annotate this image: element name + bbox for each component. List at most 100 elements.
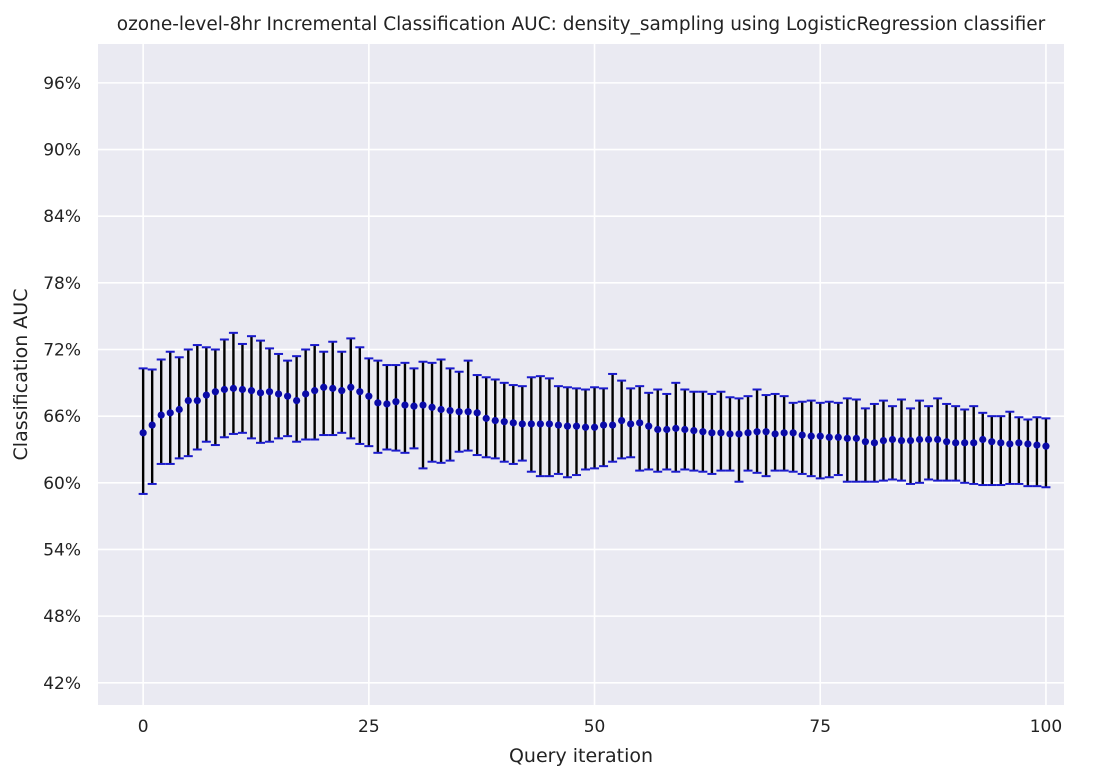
data-point <box>554 421 563 429</box>
y-tick-label: 78% <box>43 274 81 294</box>
data-point <box>202 391 210 399</box>
y-tick-label: 90% <box>43 141 81 161</box>
data-point <box>437 405 445 414</box>
data-point <box>934 435 942 444</box>
data-point <box>590 423 599 431</box>
data-point <box>157 411 165 419</box>
y-tick-label: 54% <box>43 540 81 560</box>
data-point <box>807 432 815 440</box>
plot-area <box>98 44 1064 705</box>
data-point <box>518 420 526 428</box>
data-point <box>816 432 824 440</box>
data-point <box>888 435 897 444</box>
x-tick-label: 75 <box>809 717 831 737</box>
data-point <box>247 387 256 395</box>
data-points <box>139 383 1050 450</box>
data-point <box>446 407 454 415</box>
data-point <box>780 429 788 437</box>
x-axis-label: Query iteration <box>509 745 653 767</box>
data-point <box>536 420 544 428</box>
data-point <box>744 429 752 437</box>
y-tick-label: 60% <box>43 474 81 494</box>
data-point <box>879 437 888 445</box>
data-point <box>238 385 247 394</box>
data-point <box>997 439 1005 447</box>
data-point <box>293 397 301 405</box>
data-point <box>401 401 409 409</box>
data-point <box>455 408 463 416</box>
data-point <box>338 387 346 395</box>
data-point <box>645 422 653 430</box>
data-point <box>482 414 490 422</box>
tick-labels: 42% 48% 54% 60% 66% 72% 78% 84% 90% 96% 0 25 50 75 100 <box>43 74 1062 737</box>
data-point <box>581 423 590 431</box>
data-point <box>897 437 906 445</box>
data-point <box>527 420 535 428</box>
data-point <box>329 384 337 392</box>
data-point <box>283 392 292 400</box>
data-point <box>843 434 851 442</box>
y-tick-label: 96% <box>43 74 81 94</box>
x-tick-label: 0 <box>138 717 149 737</box>
data-point <box>952 439 960 447</box>
y-tick-label: 42% <box>43 674 81 694</box>
data-point <box>193 397 201 405</box>
data-point <box>943 438 951 446</box>
data-point <box>924 435 933 444</box>
data-point <box>825 433 833 441</box>
data-point <box>356 388 364 396</box>
data-point <box>789 429 797 437</box>
y-tick-label: 66% <box>43 407 81 427</box>
data-point <box>762 428 770 436</box>
data-point <box>563 422 572 430</box>
data-point <box>419 401 427 409</box>
data-point <box>618 417 626 425</box>
data-point <box>654 425 662 434</box>
data-point <box>500 418 508 426</box>
data-point <box>311 387 319 395</box>
data-point <box>320 383 328 391</box>
data-point <box>211 388 219 396</box>
data-point <box>491 417 499 425</box>
data-point <box>852 434 860 442</box>
data-point <box>970 439 978 447</box>
y-axis-label: Classification AUC <box>10 289 32 461</box>
data-point <box>870 439 879 447</box>
data-point <box>139 429 147 437</box>
data-point <box>184 397 192 405</box>
data-point <box>1006 440 1014 448</box>
data-point <box>708 429 716 437</box>
data-point <box>961 439 969 447</box>
data-point <box>383 400 391 408</box>
data-point <box>663 425 671 434</box>
data-point <box>979 435 987 444</box>
data-point <box>428 403 436 411</box>
x-tick-label: 100 <box>1030 717 1062 737</box>
data-point <box>735 430 743 438</box>
data-point <box>473 409 481 417</box>
data-point <box>1033 441 1041 449</box>
data-point <box>410 402 418 410</box>
y-tick-label: 84% <box>43 207 81 227</box>
data-point <box>1042 442 1050 450</box>
data-point <box>672 424 680 432</box>
data-point <box>302 390 310 398</box>
data-point <box>906 437 915 445</box>
data-point <box>464 408 472 416</box>
data-point <box>392 398 400 406</box>
data-point <box>636 419 644 427</box>
data-point <box>627 420 635 428</box>
data-point <box>771 430 779 438</box>
y-tick-label: 48% <box>43 607 81 627</box>
data-point <box>509 419 517 427</box>
data-point <box>175 405 183 414</box>
data-point <box>717 429 725 437</box>
data-point <box>798 431 806 439</box>
data-point <box>915 435 924 444</box>
data-point <box>861 438 869 446</box>
data-point <box>690 427 698 435</box>
y-tick-label: 72% <box>43 341 81 361</box>
data-point <box>834 433 842 441</box>
x-tick-label: 50 <box>584 717 606 737</box>
